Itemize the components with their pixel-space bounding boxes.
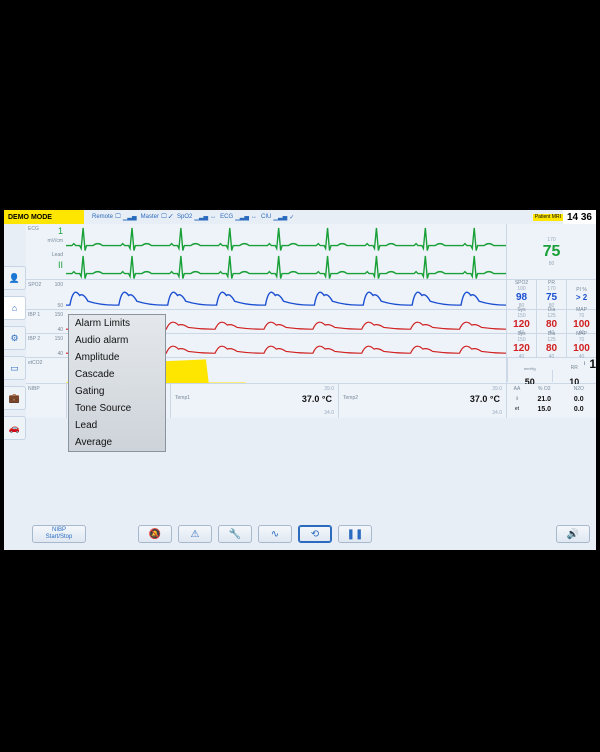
menu-item-alarm-limits[interactable]: Alarm Limits — [69, 315, 165, 332]
warning-button[interactable]: ⚠ — [178, 525, 212, 543]
aa-box: AA% O2N2O i21.00.0 et15.00.0 — [506, 384, 596, 418]
rail-settings-button[interactable]: ⚙ — [4, 326, 26, 350]
spo2-wave — [66, 280, 506, 309]
nibp-start-stop-button[interactable]: NIBP Start/Stop — [32, 525, 86, 543]
pause-button[interactable]: ❚❚ — [338, 525, 372, 543]
rail-patient-button[interactable]: 👤 — [4, 266, 26, 290]
clock: 14 36 — [563, 210, 596, 224]
left-rail: 👤 ⌂ ⚙ ▭ 💼 🚗 — [4, 224, 26, 440]
loop-button[interactable]: ⟲ — [298, 525, 332, 543]
patient-mode-badge: Patient MRI — [533, 214, 563, 221]
menu-item-tone-source[interactable]: Tone Source — [69, 400, 165, 417]
ecg-row[interactable]: ECG 1 mV/cm Lead II 170 75 80 — [26, 224, 596, 280]
menu-item-cascade[interactable]: Cascade — [69, 366, 165, 383]
menu-item-audio-alarm[interactable]: Audio alarm — [69, 332, 165, 349]
etco2-i-value: 1 — [589, 357, 596, 371]
rail-monitor-button[interactable]: ▭ — [4, 356, 26, 380]
waveform-button[interactable]: ∿ — [258, 525, 292, 543]
top-bar: DEMO MODE Remote 🖵 Master 🖵 ✓ SpO2 ↔ ECG… — [4, 210, 596, 224]
ecg-wave-1 — [66, 224, 506, 252]
menu-item-average[interactable]: Average — [69, 434, 165, 451]
demo-mode-badge: DEMO MODE — [4, 210, 84, 224]
context-menu: Alarm Limits Audio alarm Amplitude Casca… — [68, 314, 166, 452]
menu-item-amplitude[interactable]: Amplitude — [69, 349, 165, 366]
speaker-button[interactable]: 🔊 — [556, 525, 590, 543]
hr-value: 75 — [543, 243, 561, 261]
rail-home-button[interactable]: ⌂ — [4, 296, 26, 320]
top-status: Remote 🖵 Master 🖵 ✓ SpO2 ↔ ECG ↔ CIU ✓ — [84, 214, 533, 221]
alarm-off-button[interactable]: 🔕 — [138, 525, 172, 543]
spo2-row[interactable]: SPO2 100 50 SPO21009880 PR1707580 PI %> … — [26, 280, 596, 310]
tool-button[interactable]: 🔧 — [218, 525, 252, 543]
menu-item-gating[interactable]: Gating — [69, 383, 165, 400]
rail-case-button[interactable]: 💼 — [4, 386, 26, 410]
ecg-wave-2 — [66, 252, 506, 280]
rail-transport-button[interactable]: 🚗 — [4, 416, 26, 440]
menu-item-lead[interactable]: Lead — [69, 417, 165, 434]
bottom-toolbar: NIBP Start/Stop 🔕 ⚠ 🔧 ∿ ⟲ ❚❚ 🔊 — [26, 522, 596, 546]
